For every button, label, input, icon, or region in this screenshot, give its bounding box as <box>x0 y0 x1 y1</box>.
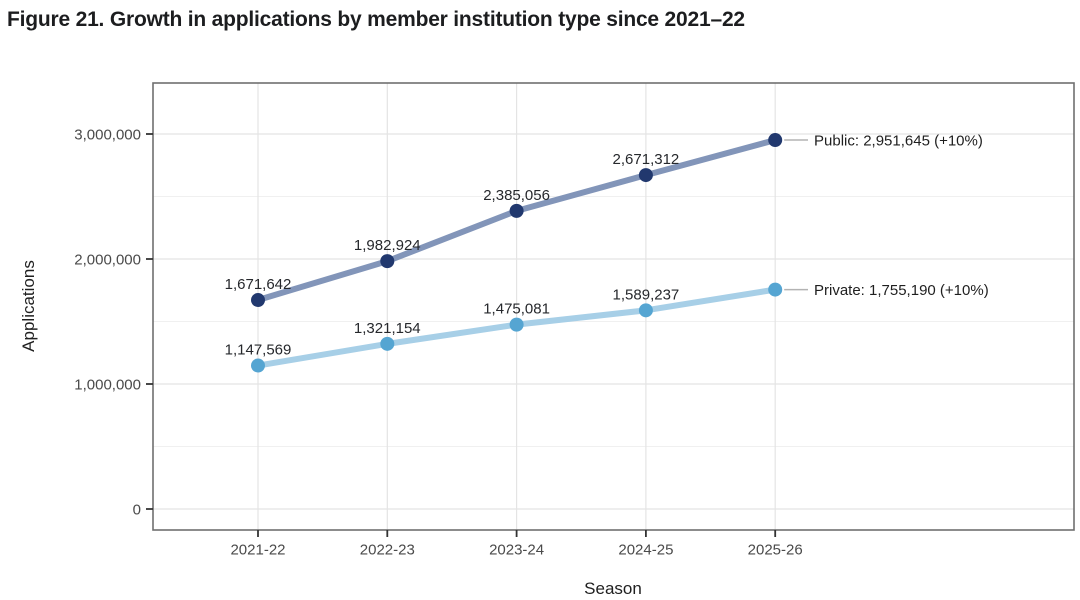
private-point <box>768 282 783 297</box>
public-annotation: Public: 2,951,645 (+10%) <box>814 132 983 149</box>
public-point-label: 1,982,924 <box>354 237 421 254</box>
y-tick-label: 2,000,000 <box>74 251 141 268</box>
x-tick-label: 2025-26 <box>748 541 803 558</box>
private-point-label: 1,475,081 <box>483 301 550 318</box>
private-point <box>509 317 524 332</box>
y-tick-label: 3,000,000 <box>74 126 141 143</box>
x-tick-label: 2023-24 <box>489 541 544 558</box>
public-point-label: 2,385,056 <box>483 187 550 204</box>
plot-panel-border <box>152 82 1075 531</box>
public-point <box>638 168 653 183</box>
y-tick-label: 1,000,000 <box>74 376 141 393</box>
y-tick-label: 0 <box>133 501 141 518</box>
private-point <box>251 358 265 373</box>
private-point-label: 1,589,237 <box>613 286 680 303</box>
public-point <box>509 203 524 218</box>
private-point <box>380 336 395 351</box>
public-point <box>380 254 395 269</box>
x-axis-title: Season <box>584 579 642 598</box>
private-point-label: 1,321,154 <box>354 320 421 337</box>
public-point <box>768 133 783 148</box>
private-annotation: Private: 1,755,190 (+10%) <box>814 282 989 299</box>
figure-title: Figure 21. Growth in applications by mem… <box>7 8 745 31</box>
private-point-label: 1,147,569 <box>225 342 292 359</box>
public-point <box>251 293 265 308</box>
public-point-label: 1,671,642 <box>225 276 292 293</box>
y-axis-title: Applications <box>19 260 38 352</box>
x-tick-label: 2022-23 <box>360 541 415 558</box>
public-point-label: 2,671,312 <box>613 151 680 168</box>
private-point <box>638 303 653 318</box>
x-tick-label: 2021-22 <box>230 541 285 558</box>
x-tick-label: 2024-25 <box>618 541 673 558</box>
